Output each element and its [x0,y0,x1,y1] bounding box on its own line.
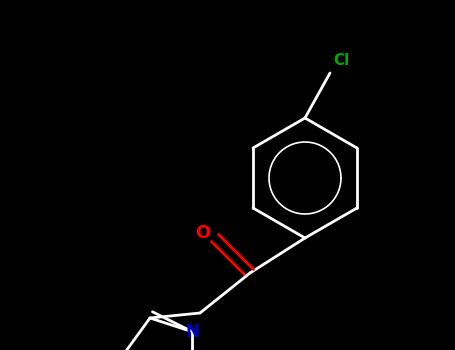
Text: O: O [195,224,211,242]
Text: Cl: Cl [333,53,349,68]
Text: N: N [186,323,199,341]
